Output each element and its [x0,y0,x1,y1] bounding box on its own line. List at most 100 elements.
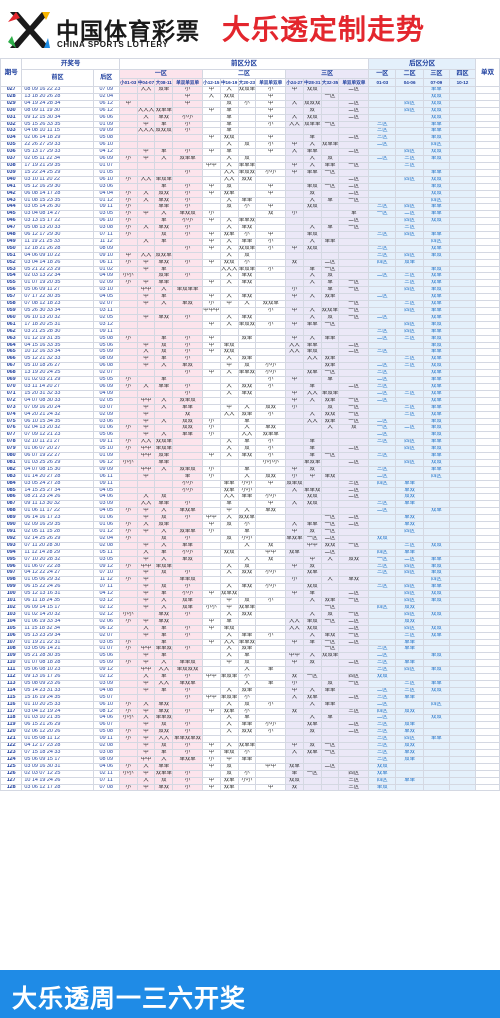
table-cell: 双单单 [255,431,287,440]
front-numbers-cell: 12 18 21 26 28 [21,244,94,253]
front-numbers-cell: 01 19 21 22 31 [21,638,94,647]
table-cell [338,534,370,543]
table-cell [448,755,477,764]
table-cell: 单单单 [237,161,257,170]
table-cell [201,583,221,592]
table-cell [475,562,500,571]
table-cell [448,431,477,440]
table-cell [448,203,477,212]
table-cell [118,307,138,315]
table-cell [201,355,221,364]
front-numbers-cell: 03 04 14 18 26 [21,258,94,267]
table-cell: 大 [154,597,174,605]
table-cell: 中 [285,376,304,384]
table-cell [448,251,477,260]
table-cell: 三区 [368,742,397,750]
table-cell: 大大 [237,431,257,440]
table-cell: 大 [219,742,239,750]
table-row: 083 01 14 20 27 28 06 11 中单小大双双小中单双 二区 四区 [0,472,500,481]
table-cell [338,652,370,661]
table-cell: 二区 [338,521,370,529]
table-cell [475,458,500,467]
table-cell: 中 [285,307,304,315]
table-cell [448,389,477,398]
table-cell: 双双 [237,569,257,578]
table-cell: 大 [285,113,304,122]
table-cell: 中 [255,479,287,488]
table-cell: 中 [136,631,156,640]
table-cell [154,576,174,585]
table-cell: 二区 [338,134,370,143]
table-cell [395,341,424,350]
table-cell: 小 [172,693,203,702]
table-cell: 单单 [237,196,257,205]
table-cell: 中中 [201,514,221,523]
table-cell [201,120,221,129]
table-cell: 双单 [422,389,450,398]
issue-cell: 056 [0,286,23,295]
table-cell: 双单 [237,645,257,654]
table-cell [154,320,174,329]
issue-cell: 122 [0,742,23,750]
table-cell: 单双 [422,562,450,571]
table-cell: 大 [285,693,304,702]
table-cell [368,175,397,184]
table-cell [320,231,340,239]
table-cell [395,293,424,302]
table-cell: 单单 [237,237,257,246]
table-cell [448,617,477,626]
table-cell: 一区 [338,224,370,233]
table-cell: 大大 [302,417,322,426]
table-cell [285,327,304,336]
table-cell [118,472,138,481]
table-cell: 小 [118,659,138,668]
issue-cell: 057 [0,293,23,302]
issue-cell: 089 [0,514,23,523]
table-cell [255,389,287,398]
table-cell [448,493,477,502]
table-cell: 单 [154,624,174,633]
table-cell [475,369,500,378]
table-cell: 双单单 [302,120,322,129]
table-cell: 双单 [237,355,257,364]
table-cell [338,251,370,260]
table-cell: 双双单 [237,244,257,253]
logo: 中国体育彩票 CHINA SPORTS LOTTERY [6,6,206,54]
table-cell: 双双 [422,189,450,198]
table-cell: 单单 [422,307,450,315]
table-cell: 大大 [136,438,156,447]
front-numbers-cell: 15 20 31 32 33 [21,389,94,398]
table-cell [285,458,304,467]
table-cell [422,762,450,771]
table-cell: 四区 [395,320,424,329]
front-numbers-cell: 10 12 16 33 34 [21,348,94,357]
table-cell: 中 [285,320,304,329]
front-numbers-cell: 01 06 11 17 22 [21,507,94,516]
table-cell [219,376,239,384]
table-cell: 大大 [136,251,156,260]
issue-cell: 128 [0,783,23,792]
table-cell: 大 [219,320,239,329]
issue-cell: 112 [0,673,23,681]
table-cell: 三区 [368,203,397,212]
table-row: 054 02 03 13 22 34 04 09 小小 双单小大单双大双二区 三区 双单 [0,272,500,281]
table-cell [448,693,477,702]
issue-cell: 028 [0,92,23,101]
table-cell [302,783,322,792]
table-cell [237,376,257,384]
table-cell [118,603,138,612]
table-cell [237,624,257,633]
table-cell: 大 [320,576,340,585]
table-cell: 一区 [338,300,370,308]
table-cell: 中中 [136,396,156,405]
table-cell: 四区 [395,445,424,454]
table-cell [448,148,477,157]
table-cell [448,410,477,419]
table-cell [475,493,500,502]
table-cell: 二区 [338,113,370,122]
table-cell: 单双 [255,507,287,516]
table-cell: 小 [172,728,203,737]
table-cell [136,168,156,177]
table-cell [320,148,340,157]
table-row: 118 01 03 10 21 35 04 06 小小大单单双大单大单二区 双双 [0,714,500,723]
